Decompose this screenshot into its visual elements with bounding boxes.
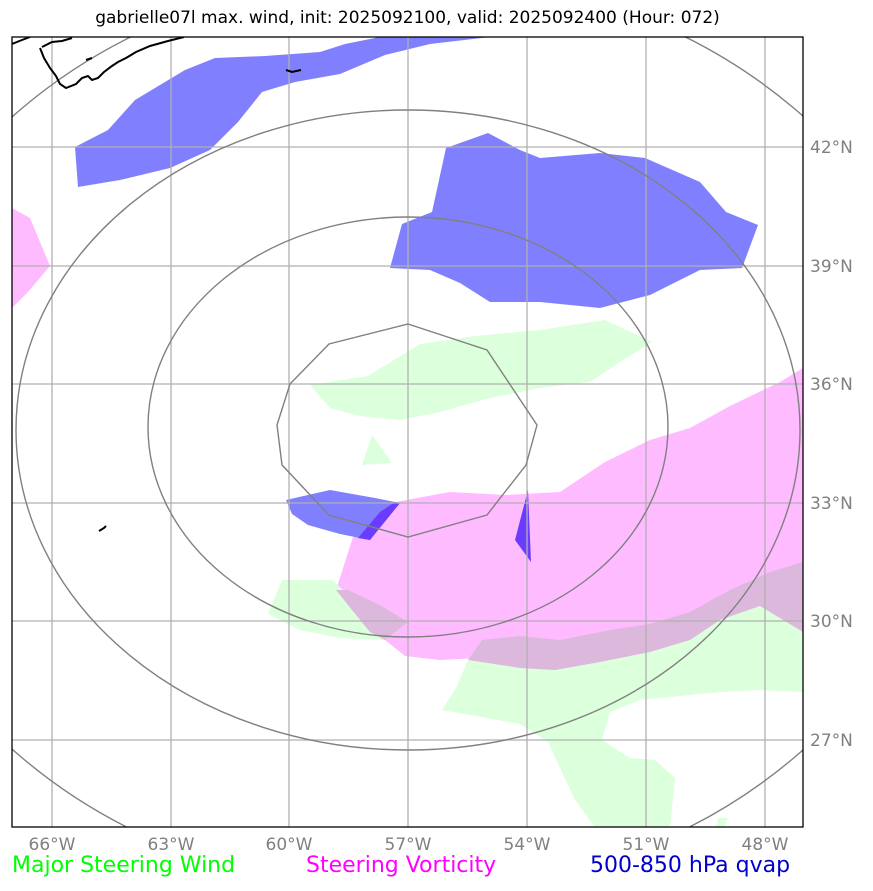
lat-tick-labels: 27°N 30°N 33°N 36°N 39°N 42°N bbox=[810, 138, 853, 751]
lon-tick-label: 54°W bbox=[504, 835, 551, 855]
lon-tick-labels: 66°W 63°W 60°W 57°W 54°W 51°W 48°W bbox=[29, 835, 789, 855]
coastline-small-island bbox=[85, 57, 93, 61]
coastline-nova-scotia bbox=[12, 37, 185, 90]
lon-tick-label: 60°W bbox=[266, 835, 313, 855]
vorticity-region-main bbox=[336, 368, 803, 670]
steering-wind-dot bbox=[716, 818, 728, 827]
qvap-dark-streak-west bbox=[358, 502, 400, 540]
overlap-region-west bbox=[336, 590, 408, 640]
qvap-region-northwest bbox=[75, 37, 490, 187]
range-ring-3 bbox=[15, 109, 801, 751]
overlap-region-south bbox=[468, 562, 803, 670]
lon-tick-label: 51°W bbox=[623, 835, 670, 855]
steering-wind-band-south bbox=[442, 606, 803, 827]
lat-tick-label: 39°N bbox=[810, 257, 853, 277]
lat-tick-label: 33°N bbox=[810, 494, 853, 514]
map-frame bbox=[11, 36, 804, 828]
lat-tick-label: 30°N bbox=[810, 612, 853, 632]
lon-tick-label: 66°W bbox=[29, 835, 76, 855]
grid-lines bbox=[12, 37, 803, 827]
coastline-bermuda bbox=[98, 525, 107, 532]
coastlines bbox=[12, 37, 302, 532]
vorticity-region-west bbox=[12, 208, 50, 308]
coastline-sable-island bbox=[285, 69, 302, 74]
qvap-region-northeast bbox=[390, 133, 758, 308]
legend-steering-vorticity: Steering Vorticity bbox=[306, 853, 497, 878]
lon-tick-label: 48°W bbox=[742, 835, 789, 855]
map-title: gabrielle07l max. wind, init: 2025092100… bbox=[95, 8, 720, 28]
range-ring-2 bbox=[147, 216, 669, 638]
lat-tick-label: 42°N bbox=[810, 138, 853, 158]
overlap-field bbox=[336, 562, 803, 670]
lon-tick-label: 63°W bbox=[148, 835, 195, 855]
steering-wind-field bbox=[268, 320, 803, 827]
legend-steering-wind: Major Steering Wind bbox=[12, 853, 236, 878]
steering-wind-band-north bbox=[310, 320, 652, 420]
lat-tick-label: 36°N bbox=[810, 375, 853, 395]
steering-wind-patch-small bbox=[362, 435, 392, 465]
vorticity-field bbox=[12, 208, 803, 670]
range-ring-1 bbox=[276, 323, 538, 538]
lat-tick-label: 27°N bbox=[810, 731, 853, 751]
legend-qvap: 500-850 hPa qvap bbox=[590, 853, 791, 878]
lon-tick-label: 57°W bbox=[385, 835, 432, 855]
